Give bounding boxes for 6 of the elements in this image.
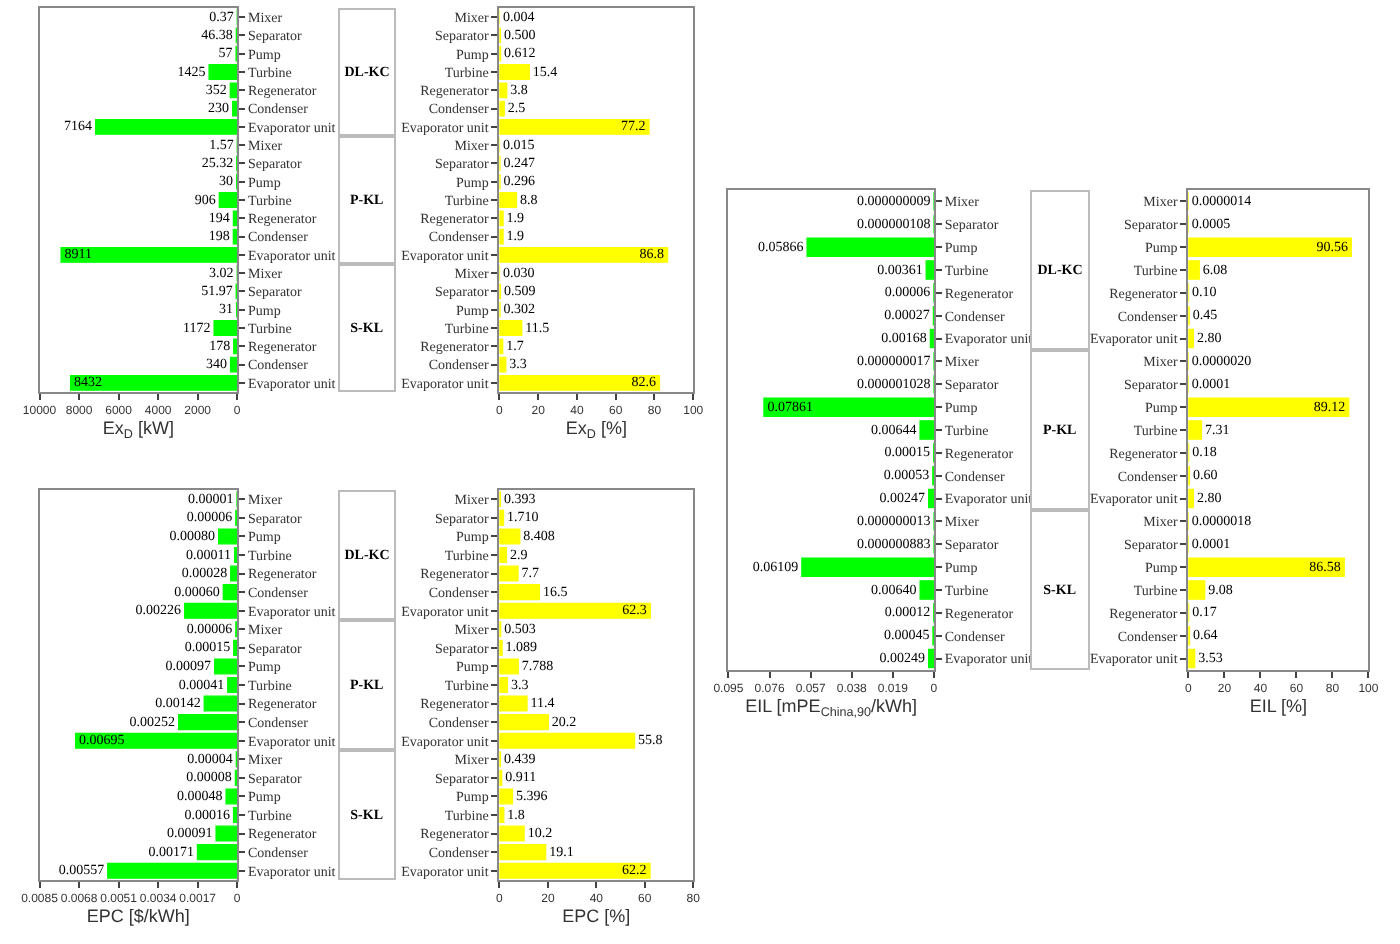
x-axis-title: EIL [mPE$_{China,90}$/kWh] — [745, 696, 918, 721]
x-axis-title: Ex$_{D}$ [%] — [565, 418, 627, 443]
x-axis-title: EIL [%] — [1249, 696, 1308, 717]
x-axis-title: EPC [$/kWh] — [86, 906, 190, 927]
x-axis-title: Ex$_{D}$ [kW] — [102, 418, 174, 443]
x-axis-title: EPC [%] — [562, 906, 631, 927]
